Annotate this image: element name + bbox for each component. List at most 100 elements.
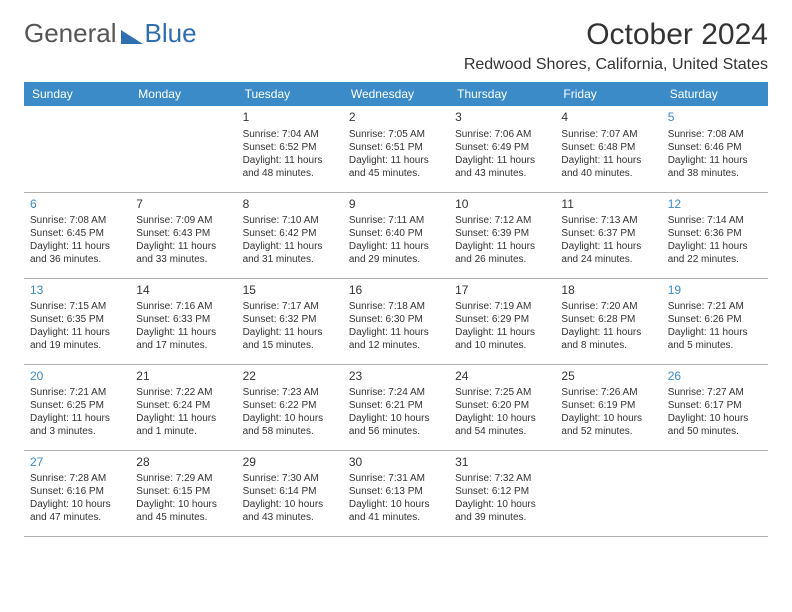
calendar-day-cell: 21Sunrise: 7:22 AMSunset: 6:24 PMDayligh… [130,364,236,450]
day-number: 14 [136,283,230,299]
sunset-line: Sunset: 6:46 PM [668,141,762,154]
day-number: 23 [349,369,443,385]
weekday-header: Wednesday [343,82,449,106]
sunrise-line: Sunrise: 7:04 AM [243,128,337,141]
day-number: 27 [30,455,124,471]
calendar-day-cell: 22Sunrise: 7:23 AMSunset: 6:22 PMDayligh… [237,364,343,450]
calendar-day-cell: 4Sunrise: 7:07 AMSunset: 6:48 PMDaylight… [555,106,661,192]
day-number: 1 [243,110,337,126]
calendar-day-cell: 6Sunrise: 7:08 AMSunset: 6:45 PMDaylight… [24,192,130,278]
title-block: October 2024 Redwood Shores, California,… [464,18,768,74]
calendar-day-cell [24,106,130,192]
sunset-line: Sunset: 6:43 PM [136,227,230,240]
calendar-day-cell: 7Sunrise: 7:09 AMSunset: 6:43 PMDaylight… [130,192,236,278]
sunset-line: Sunset: 6:24 PM [136,399,230,412]
calendar-day-cell: 24Sunrise: 7:25 AMSunset: 6:20 PMDayligh… [449,364,555,450]
sunset-line: Sunset: 6:42 PM [243,227,337,240]
sunset-line: Sunset: 6:13 PM [349,485,443,498]
weekday-header: Tuesday [237,82,343,106]
day-number: 7 [136,197,230,213]
sunrise-line: Sunrise: 7:20 AM [561,300,655,313]
daylight-line: Daylight: 11 hours and 24 minutes. [561,240,655,266]
sunrise-line: Sunrise: 7:11 AM [349,214,443,227]
sunset-line: Sunset: 6:29 PM [455,313,549,326]
sunrise-line: Sunrise: 7:09 AM [136,214,230,227]
sunset-line: Sunset: 6:20 PM [455,399,549,412]
calendar-day-cell: 28Sunrise: 7:29 AMSunset: 6:15 PMDayligh… [130,450,236,536]
calendar-day-cell: 17Sunrise: 7:19 AMSunset: 6:29 PMDayligh… [449,278,555,364]
sunset-line: Sunset: 6:16 PM [30,485,124,498]
weekday-header: Saturday [662,82,768,106]
calendar-header-row: SundayMondayTuesdayWednesdayThursdayFrid… [24,82,768,106]
calendar-day-cell: 30Sunrise: 7:31 AMSunset: 6:13 PMDayligh… [343,450,449,536]
logo: General Blue [24,18,197,49]
calendar-day-cell: 15Sunrise: 7:17 AMSunset: 6:32 PMDayligh… [237,278,343,364]
day-number: 5 [668,110,762,126]
calendar-day-cell [555,450,661,536]
calendar-day-cell [662,450,768,536]
calendar-week-row: 6Sunrise: 7:08 AMSunset: 6:45 PMDaylight… [24,192,768,278]
sunrise-line: Sunrise: 7:29 AM [136,472,230,485]
daylight-line: Daylight: 10 hours and 43 minutes. [243,498,337,524]
day-number: 24 [455,369,549,385]
sunrise-line: Sunrise: 7:16 AM [136,300,230,313]
day-number: 13 [30,283,124,299]
sunset-line: Sunset: 6:14 PM [243,485,337,498]
daylight-line: Daylight: 11 hours and 38 minutes. [668,154,762,180]
calendar-day-cell: 19Sunrise: 7:21 AMSunset: 6:26 PMDayligh… [662,278,768,364]
sunrise-line: Sunrise: 7:19 AM [455,300,549,313]
calendar-day-cell: 18Sunrise: 7:20 AMSunset: 6:28 PMDayligh… [555,278,661,364]
daylight-line: Daylight: 10 hours and 54 minutes. [455,412,549,438]
calendar-day-cell: 11Sunrise: 7:13 AMSunset: 6:37 PMDayligh… [555,192,661,278]
daylight-line: Daylight: 10 hours and 50 minutes. [668,412,762,438]
sunset-line: Sunset: 6:45 PM [30,227,124,240]
day-number: 9 [349,197,443,213]
sunrise-line: Sunrise: 7:18 AM [349,300,443,313]
calendar-body: 1 Sunrise: 7:04 AMSunset: 6:52 PM Daylight… [24,106,768,536]
day-number: 10 [455,197,549,213]
calendar-week-row: 13Sunrise: 7:15 AMSunset: 6:35 PMDayligh… [24,278,768,364]
sunset-line: Sunset: 6:15 PM [136,485,230,498]
calendar-week-row: 20Sunrise: 7:21 AMSunset: 6:25 PMDayligh… [24,364,768,450]
sunrise-line: Sunrise: 7:08 AM [668,128,762,141]
calendar-day-cell: 2Sunrise: 7:05 AMSunset: 6:51 PMDaylight… [343,106,449,192]
daylight-line: Daylight: 10 hours and 41 minutes. [349,498,443,524]
daylight-line: Daylight: 11 hours and 3 minutes. [30,412,124,438]
sunrise-line: Sunrise: 7:30 AM [243,472,337,485]
daylight-line: Daylight: 10 hours and 52 minutes. [561,412,655,438]
daylight-line: Daylight: 11 hours and 40 minutes. [561,154,655,180]
daylight-line: Daylight: 11 hours and 8 minutes. [561,326,655,352]
sunset-line: Sunset: 6:49 PM [455,141,549,154]
calendar-table: SundayMondayTuesdayWednesdayThursdayFrid… [24,82,768,537]
calendar-day-cell: 9Sunrise: 7:11 AMSunset: 6:40 PMDaylight… [343,192,449,278]
sunset-line: Sunset: 6:51 PM [349,141,443,154]
sunrise-line: Sunrise: 7:06 AM [455,128,549,141]
day-number: 29 [243,455,337,471]
sunset-line: Sunset: 6:22 PM [243,399,337,412]
sunset-line: Sunset: 6:35 PM [30,313,124,326]
day-number: 19 [668,283,762,299]
location-subtitle: Redwood Shores, California, United State… [464,56,768,74]
calendar-day-cell: 5 Sunrise: 7:08 AMSunset: 6:46 PMDaylight… [662,106,768,192]
sunset-line: Sunset: 6:33 PM [136,313,230,326]
logo-triangle-icon [121,30,143,44]
day-number: 6 [30,197,124,213]
sunset-line: Sunset: 6:52 PM [243,141,337,154]
daylight-line: Daylight: 10 hours and 47 minutes. [30,498,124,524]
calendar-week-row: 27Sunrise: 7:28 AMSunset: 6:16 PMDayligh… [24,450,768,536]
day-number: 16 [349,283,443,299]
sunrise-line: Sunrise: 7:23 AM [243,386,337,399]
calendar-week-row: 1 Sunrise: 7:04 AMSunset: 6:52 PM Daylight… [24,106,768,192]
sunset-line: Sunset: 6:21 PM [349,399,443,412]
daylight-line: Daylight: 10 hours and 45 minutes. [136,498,230,524]
daylight-line: Daylight: 11 hours and 45 minutes. [349,154,443,180]
daylight-line: Daylight: 11 hours and 31 minutes. [243,240,337,266]
daylight-line: Daylight: 11 hours and 5 minutes. [668,326,762,352]
sunset-line: Sunset: 6:30 PM [349,313,443,326]
sunrise-line: Sunrise: 7:31 AM [349,472,443,485]
daylight-line: Daylight: 11 hours and 10 minutes. [455,326,549,352]
sunrise-line: Sunrise: 7:25 AM [455,386,549,399]
calendar-day-cell: 25Sunrise: 7:26 AMSunset: 6:19 PMDayligh… [555,364,661,450]
day-number: 11 [561,197,655,213]
daylight-line: Daylight: 10 hours and 58 minutes. [243,412,337,438]
